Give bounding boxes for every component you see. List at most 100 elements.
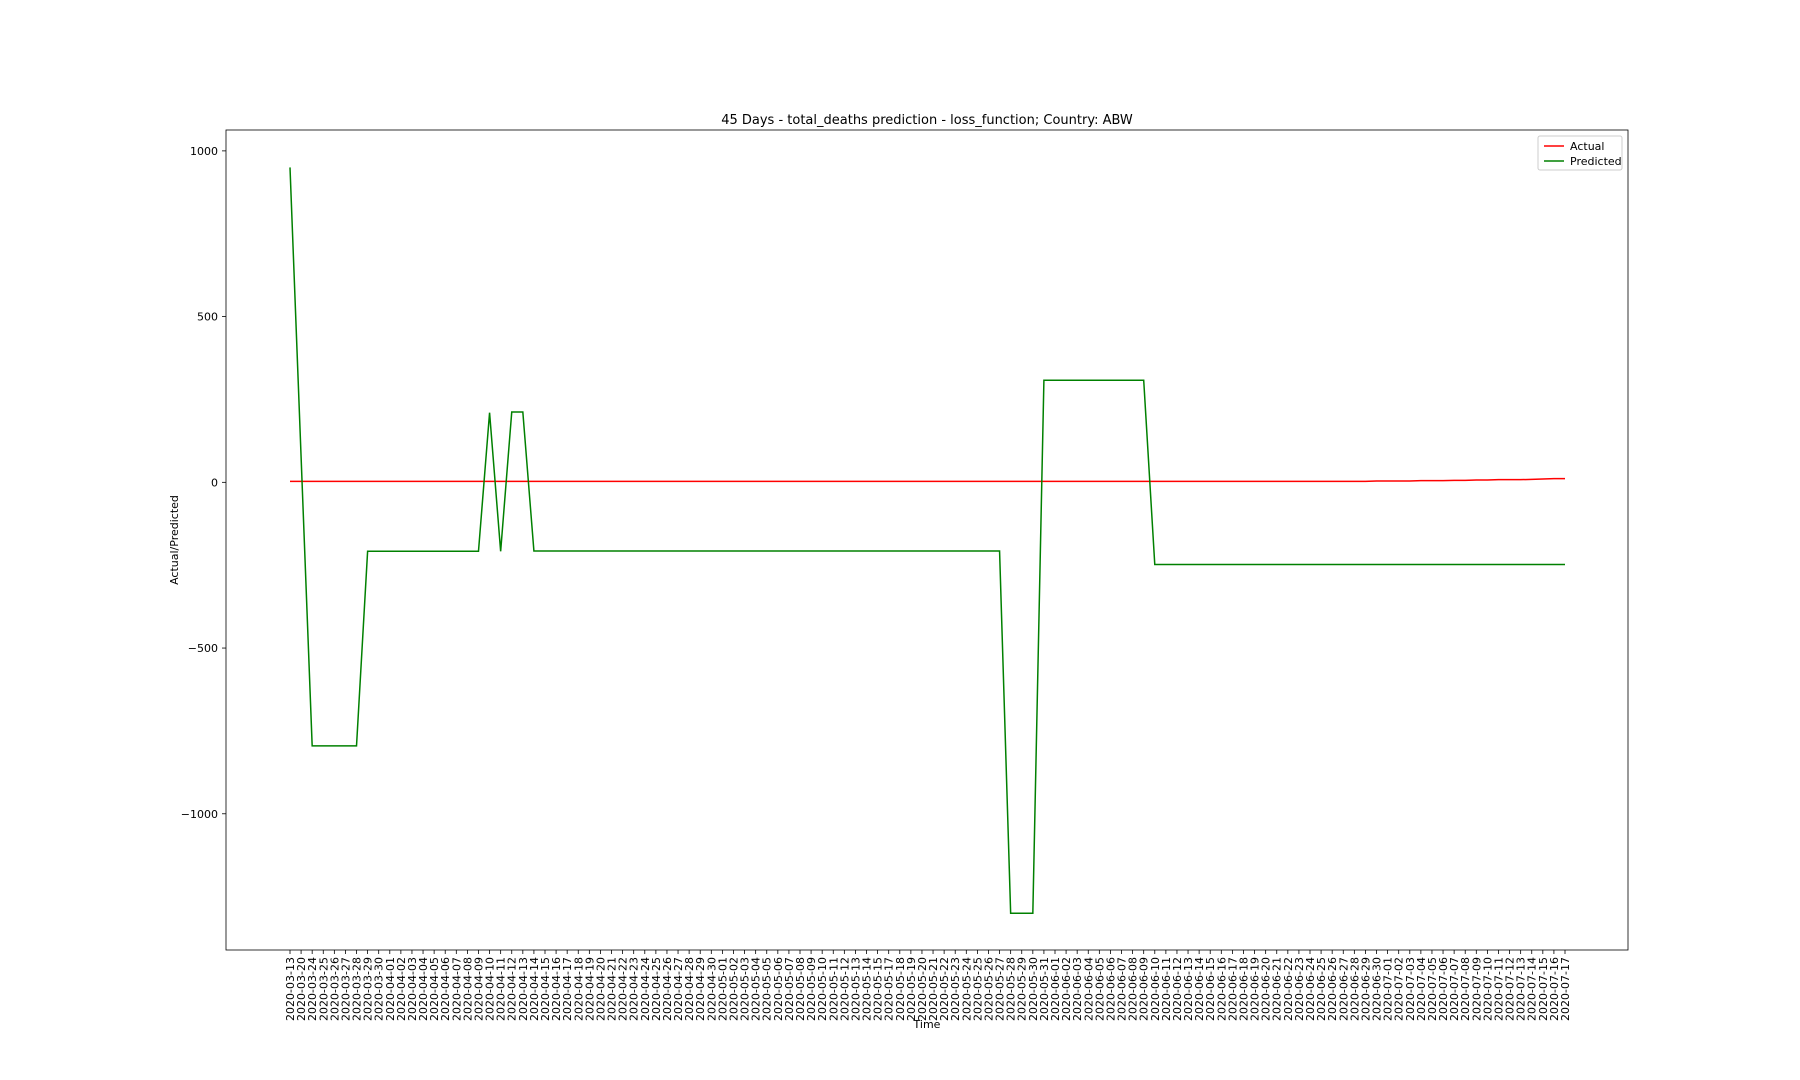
legend-label: Actual (1570, 140, 1604, 153)
x-tick-label: 2020-06-26 (1326, 957, 1339, 1021)
x-tick-label: 2020-04-28 (683, 957, 696, 1021)
x-tick-label: 2020-05-28 (1005, 957, 1018, 1021)
x-tick-label: 2020-04-12 (506, 957, 519, 1021)
x-tick-label: 2020-06-27 (1337, 957, 1350, 1021)
x-tick-label: 2020-05-21 (927, 957, 940, 1021)
x-tick-label: 2020-05-22 (938, 957, 951, 1021)
series-line (289, 167, 1565, 914)
x-tick-label: 2020-07-02 (1393, 957, 1406, 1021)
x-tick-label: 2020-04-01 (384, 957, 397, 1021)
x-tick-label: 2020-04-21 (606, 957, 619, 1021)
x-tick-label: 2020-06-05 (1093, 957, 1106, 1021)
x-tick-label: 2020-04-13 (517, 957, 530, 1021)
x-tick-label: 2020-06-18 (1237, 957, 1250, 1021)
x-tick-label: 2020-06-08 (1127, 957, 1140, 1021)
x-tick-label: 2020-04-09 (472, 957, 485, 1021)
x-tick-label: 2020-04-15 (539, 957, 552, 1021)
x-tick-label: 2020-05-29 (1016, 957, 1029, 1021)
x-tick-label: 2020-05-01 (716, 957, 729, 1021)
x-tick-label: 2020-07-15 (1537, 957, 1550, 1021)
x-tick-label: 2020-07-03 (1404, 957, 1417, 1021)
x-tick-label: 2020-04-22 (617, 957, 630, 1021)
x-tick-label: 2020-07-06 (1437, 957, 1450, 1021)
x-tick-label: 2020-03-13 (284, 957, 297, 1021)
x-tick-label: 2020-06-16 (1215, 957, 1228, 1021)
x-tick-label: 2020-06-09 (1138, 957, 1151, 1021)
x-tick-label: 2020-05-14 (861, 957, 874, 1021)
x-tick-label: 2020-06-12 (1171, 957, 1184, 1021)
y-tick-label: 500 (197, 311, 218, 324)
x-tick-label: 2020-04-07 (450, 957, 463, 1021)
x-tick-label: 2020-04-17 (561, 957, 574, 1021)
x-tick-label: 2020-06-03 (1071, 957, 1084, 1021)
x-tick-label: 2020-04-26 (661, 957, 674, 1021)
x-tick-label: 2020-05-15 (872, 957, 885, 1021)
x-tick-label: 2020-06-22 (1282, 957, 1295, 1021)
x-tick-label: 2020-07-11 (1492, 957, 1505, 1021)
y-tick-label: 0 (211, 476, 218, 489)
x-tick-label: 2020-07-16 (1548, 957, 1561, 1021)
x-tick-label: 2020-03-25 (317, 957, 330, 1021)
x-tick-label: 2020-05-20 (916, 957, 929, 1021)
x-tick-label: 2020-06-19 (1249, 957, 1262, 1021)
x-tick-label: 2020-04-19 (583, 957, 596, 1021)
y-tick-label: 1000 (190, 145, 218, 158)
x-tick-label: 2020-05-30 (1027, 957, 1040, 1021)
x-tick-label: 2020-05-10 (816, 957, 829, 1021)
x-tick-label: 2020-05-13 (849, 957, 862, 1021)
x-tick-label: 2020-03-20 (295, 957, 308, 1021)
x-tick-label: 2020-05-23 (949, 957, 962, 1021)
x-tick-label: 2020-04-24 (639, 957, 652, 1021)
x-tick-label: 2020-05-03 (739, 957, 752, 1021)
x-tick-label: 2020-04-05 (428, 957, 441, 1021)
x-tick-label: 2020-05-12 (838, 957, 851, 1021)
y-tick-label: −500 (188, 642, 218, 655)
x-tick-label: 2020-04-02 (395, 957, 408, 1021)
x-tick-label: 2020-06-07 (1116, 957, 1129, 1021)
x-tick-label: 2020-06-30 (1371, 957, 1384, 1021)
x-tick-label: 2020-06-29 (1359, 957, 1372, 1021)
x-tick-label: 2020-04-18 (572, 957, 585, 1021)
y-axis-label: Actual/Predicted (168, 495, 181, 585)
x-tick-label: 2020-06-21 (1271, 957, 1284, 1021)
x-tick-label: 2020-04-27 (672, 957, 685, 1021)
x-tick-label: 2020-04-10 (484, 957, 497, 1021)
x-tick-label: 2020-03-28 (351, 957, 364, 1021)
x-tick-label: 2020-06-15 (1204, 957, 1217, 1021)
series-line (290, 477, 1565, 483)
chart-title: 45 Days - total_deaths prediction - loss… (721, 113, 1133, 128)
x-tick-label: 2020-06-14 (1193, 957, 1206, 1021)
x-tick-label: 2020-06-25 (1315, 957, 1328, 1021)
x-tick-label: 2020-07-01 (1382, 957, 1395, 1021)
x-tick-label: 2020-07-17 (1559, 957, 1572, 1021)
x-tick-label: 2020-05-24 (960, 957, 973, 1021)
x-tick-label: 2020-07-14 (1526, 957, 1539, 1021)
x-tick-label: 2020-07-12 (1504, 957, 1517, 1021)
x-tick-label: 2020-06-20 (1260, 957, 1273, 1021)
x-tick-label: 2020-07-10 (1481, 957, 1494, 1021)
x-tick-label: 2020-04-03 (406, 957, 419, 1021)
x-tick-label: 2020-06-24 (1304, 957, 1317, 1021)
x-tick-label: 2020-06-13 (1182, 957, 1195, 1021)
x-tick-label: 2020-04-04 (417, 957, 430, 1021)
x-tick-label: 2020-04-11 (495, 957, 508, 1021)
x-tick-label: 2020-06-10 (1149, 957, 1162, 1021)
x-tick-label: 2020-04-16 (550, 957, 563, 1021)
x-tick-label: 2020-04-08 (461, 957, 474, 1021)
x-tick-label: 2020-03-27 (339, 957, 352, 1021)
x-tick-label: 2020-07-05 (1426, 957, 1439, 1021)
x-tick-label: 2020-06-04 (1082, 957, 1095, 1021)
x-tick-label: 2020-06-17 (1226, 957, 1239, 1021)
x-tick-label: 2020-07-09 (1470, 957, 1483, 1021)
plot-frame (225, 129, 1629, 951)
x-tick-label: 2020-06-06 (1104, 957, 1117, 1021)
x-tick-label: 2020-05-07 (783, 957, 796, 1021)
x-tick-label: 2020-05-06 (772, 957, 785, 1021)
x-tick-label: 2020-05-17 (883, 957, 896, 1021)
x-tick-label: 2020-06-23 (1293, 957, 1306, 1021)
y-tick-label: −1000 (181, 808, 218, 821)
x-tick-label: 2020-03-24 (306, 957, 319, 1021)
x-tick-label: 2020-04-25 (650, 957, 663, 1021)
